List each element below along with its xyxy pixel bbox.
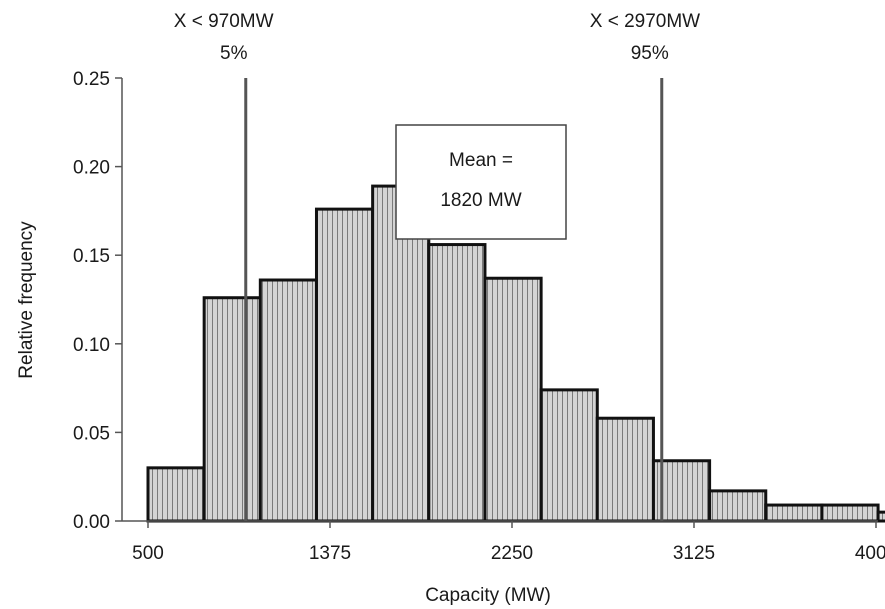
y-tick-label: 0.25 [73, 69, 110, 90]
histogram-bar [764, 503, 824, 523]
histogram-bar [820, 503, 880, 523]
mean-annotation: Mean = 1820 MW [395, 124, 567, 240]
axes-group: 0.00 0.05 0.10 0.15 0.20 0.25 500 1375 2250 3125 4… [73, 69, 885, 564]
y-tick-label: 0.10 [73, 335, 110, 356]
x-tick-label: 3125 [673, 543, 715, 564]
x-tick-label: 4000 [855, 543, 885, 564]
mean-annotation-line1: Mean = [449, 150, 513, 171]
percentile-percent-label: 95% [631, 43, 669, 64]
y-tick-label: 0.15 [73, 246, 110, 267]
histogram-bar [146, 466, 206, 523]
percentile-label: X < 2970MW [590, 11, 700, 32]
reference-lines-group: X < 970MW 5% X < 2970MW 95% [174, 11, 700, 521]
histogram-bar [258, 278, 318, 523]
percentile-percent-label: 5% [220, 43, 248, 64]
y-tick-label: 0.05 [73, 423, 110, 444]
histogram-bar [427, 243, 487, 523]
x-axis-title: Capacity (MW) [425, 585, 551, 606]
x-tick-label: 1375 [309, 543, 351, 564]
y-tick-label: 0.00 [73, 512, 110, 533]
histogram-bar [876, 510, 885, 523]
bars-group [146, 184, 885, 523]
mean-annotation-line2: 1820 MW [440, 190, 521, 211]
histogram-bar [202, 296, 262, 523]
y-tick-label: 0.20 [73, 158, 110, 179]
percentile-label: X < 970MW [174, 11, 274, 32]
x-tick-label: 500 [132, 543, 164, 564]
mean-annotation-box [395, 124, 567, 240]
y-axis-title: Relative frequency [16, 221, 37, 379]
x-tick-label: 2250 [491, 543, 533, 564]
histogram-bar [314, 207, 375, 523]
histogram-bar [595, 416, 655, 523]
histogram-bar [539, 388, 599, 523]
histogram-bar [708, 489, 768, 523]
histogram-bar [483, 276, 543, 523]
